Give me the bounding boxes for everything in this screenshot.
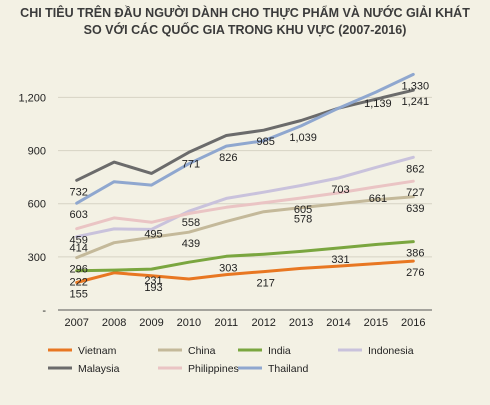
data-label: 386 <box>406 248 424 260</box>
series-line-philippines <box>75 179 415 231</box>
x-tick-label: 2016 <box>401 317 425 329</box>
data-label: 603 <box>70 209 88 221</box>
data-label: 732 <box>70 186 88 198</box>
series-line-vietnam <box>75 259 415 284</box>
data-label: 222 <box>70 277 88 289</box>
series-line-india <box>75 240 415 273</box>
series-line-thailand <box>75 72 415 205</box>
y-tick-label: 600 <box>28 199 46 211</box>
data-label: 1,241 <box>402 96 430 108</box>
y-tick-label: 1,200 <box>18 92 46 104</box>
data-label: 639 <box>406 203 424 215</box>
x-tick-label: 2011 <box>214 317 238 329</box>
data-label: 1,330 <box>402 80 430 92</box>
data-label: 1,039 <box>289 132 317 144</box>
x-tick-label: 2010 <box>177 317 201 329</box>
chart-title-line-2: SO VỚI CÁC QUỐC GIA TRONG KHU VỰC (2007-… <box>83 23 407 37</box>
legend-label-thailand: Thailand <box>268 363 308 375</box>
data-label: 439 <box>182 238 200 250</box>
legend-label-vietnam: Vietnam <box>78 345 117 357</box>
y-tick-label: 300 <box>28 252 46 264</box>
data-label: 155 <box>70 289 88 301</box>
series-line-indonesia <box>75 155 415 239</box>
x-tick-label: 2009 <box>139 317 163 329</box>
legend-label-indonesia: Indonesia <box>368 345 414 357</box>
legend-label-india: India <box>268 345 291 357</box>
data-label: 459 <box>70 235 88 247</box>
data-label: 727 <box>406 187 424 199</box>
series-line-malaysia <box>75 88 415 182</box>
data-label: 231 <box>144 275 162 287</box>
x-tick-label: 2014 <box>326 317 350 329</box>
y-tick-label: - <box>42 305 46 317</box>
data-label: 1,139 <box>364 98 392 110</box>
data-label: 414 <box>70 243 88 255</box>
y-tick-label: 900 <box>28 146 46 158</box>
data-label: 605 <box>294 204 312 216</box>
legend-label-philippines: Philippines <box>188 363 239 375</box>
x-tick-label: 2012 <box>251 317 275 329</box>
data-label: 985 <box>257 136 275 148</box>
x-tick-label: 2008 <box>102 317 126 329</box>
x-tick-label: 2015 <box>364 317 388 329</box>
data-label: 331 <box>331 254 349 266</box>
data-label: 578 <box>294 214 312 226</box>
data-label: 661 <box>369 193 387 205</box>
data-label: 703 <box>331 184 349 196</box>
data-label: 193 <box>144 282 162 294</box>
x-tick-label: 2007 <box>64 317 88 329</box>
data-label: 296 <box>70 264 88 276</box>
legend-label-malaysia: Malaysia <box>78 363 120 375</box>
data-label: 303 <box>219 262 237 274</box>
data-label: 495 <box>144 228 162 240</box>
series-line-china <box>75 195 415 260</box>
data-label: 862 <box>406 163 424 175</box>
x-tick-label: 2013 <box>289 317 313 329</box>
legend-label-china: China <box>188 345 216 357</box>
data-label: 276 <box>406 267 424 279</box>
chart-title-line-1: CHI TIÊU TRÊN ĐẦU NGƯỜI DÀNH CHO THỰC PH… <box>20 6 470 20</box>
data-label: 771 <box>182 158 200 170</box>
data-label: 217 <box>257 278 275 290</box>
data-label: 558 <box>182 217 200 229</box>
data-label: 826 <box>219 152 237 164</box>
